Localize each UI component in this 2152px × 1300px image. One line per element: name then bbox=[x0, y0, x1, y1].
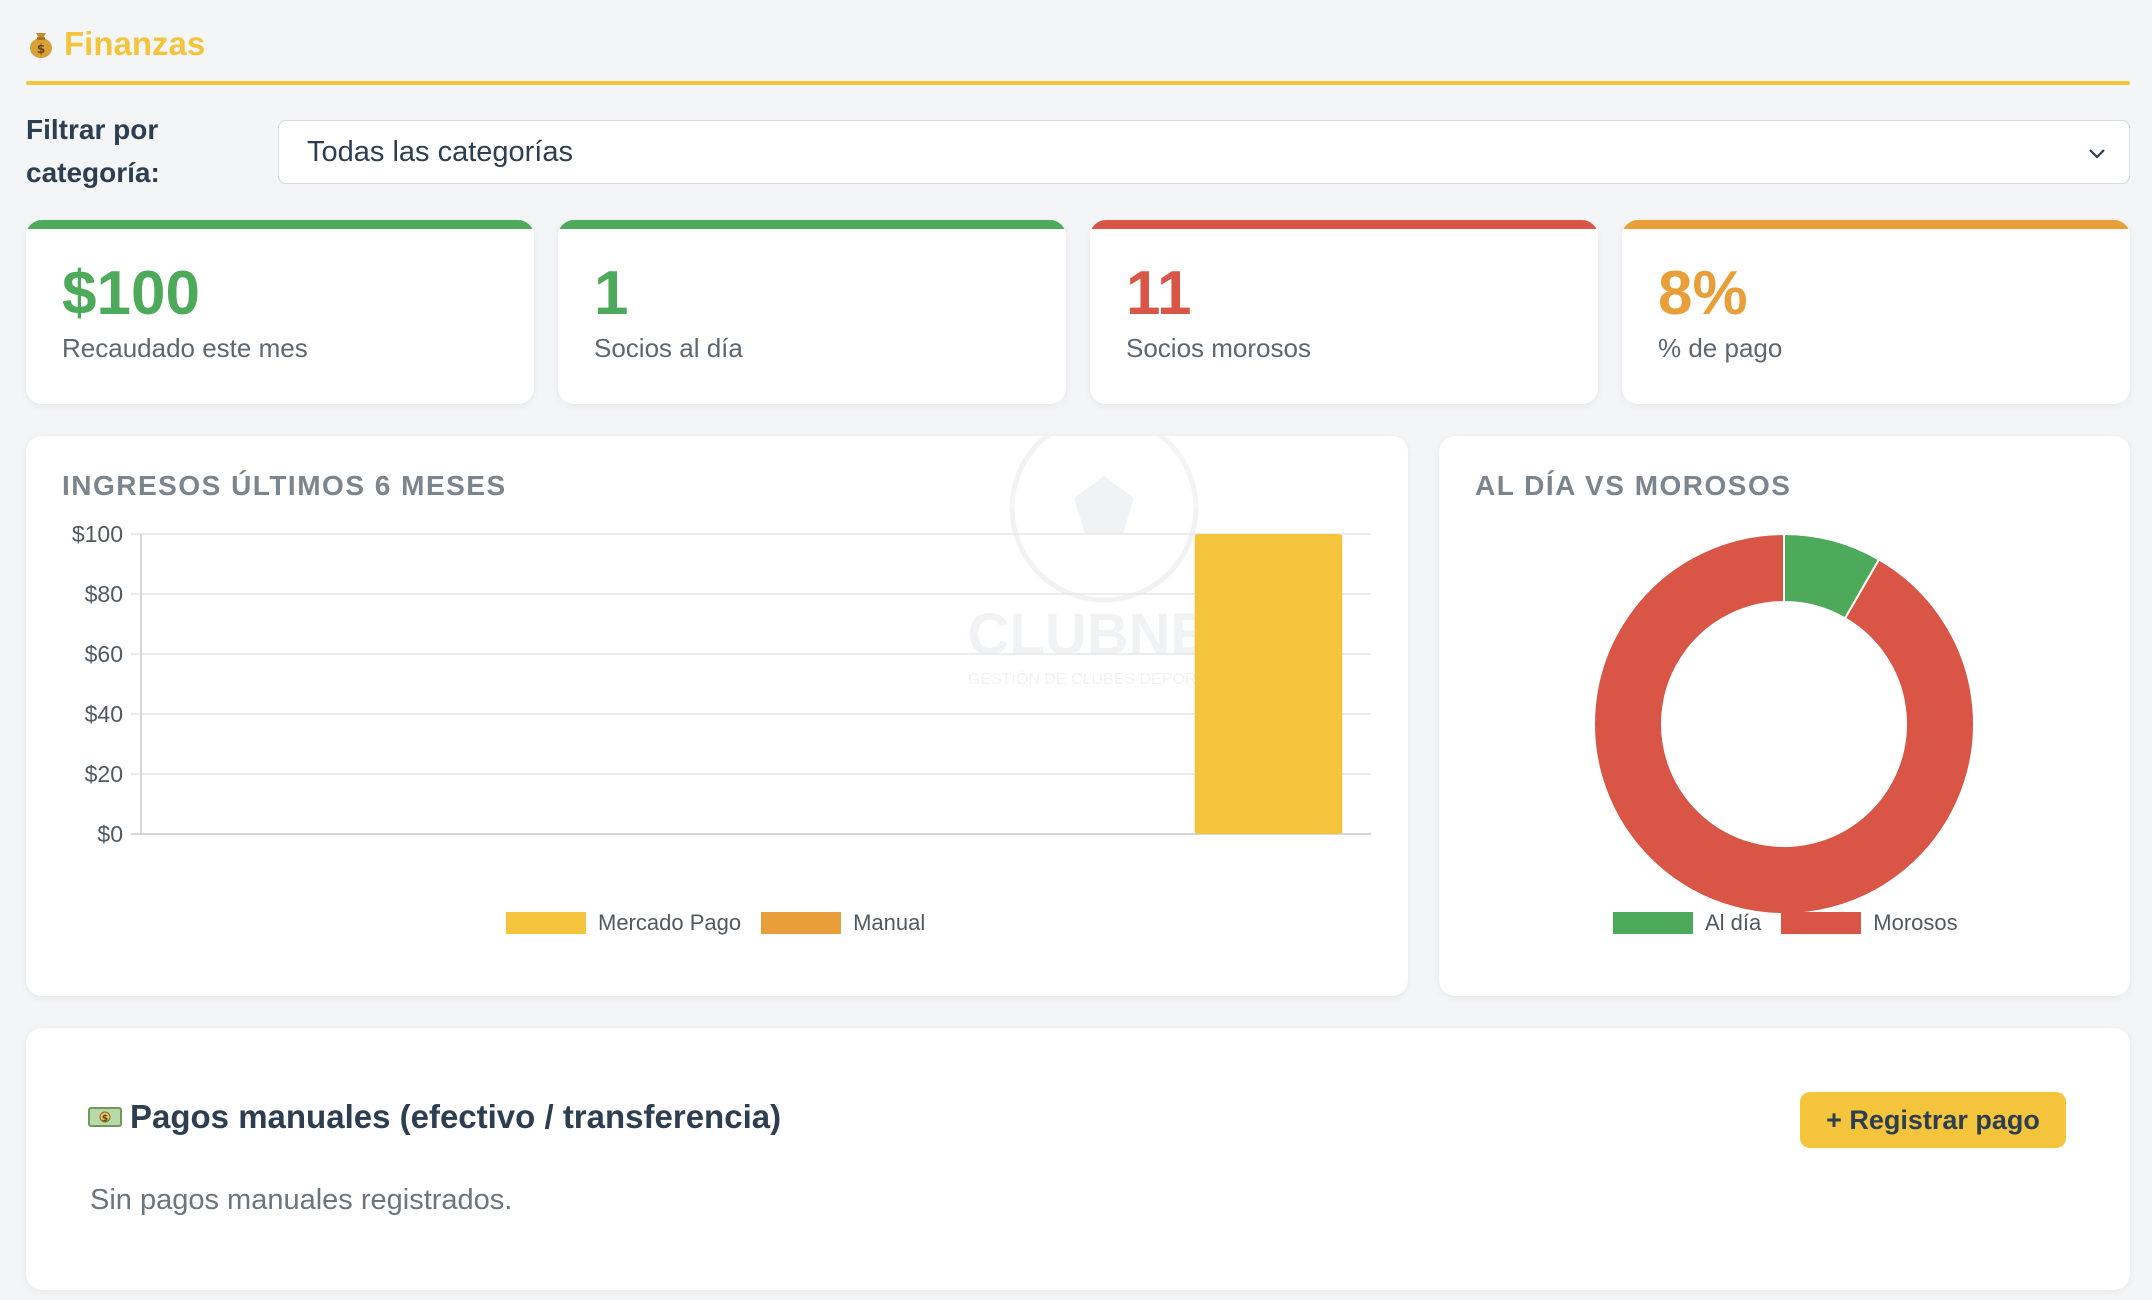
income-chart-title: INGRESOS ÚLTIMOS 6 MESES bbox=[62, 470, 507, 501]
legend-swatch bbox=[761, 912, 842, 934]
stat-label: Recaudado este mes bbox=[62, 333, 308, 363]
svg-text:$: $ bbox=[37, 42, 45, 56]
header-divider bbox=[26, 81, 2130, 85]
status-donut-chart bbox=[1593, 532, 1975, 915]
chevron-down-icon bbox=[2089, 149, 2105, 159]
stat-value: 1 bbox=[594, 259, 629, 328]
empty-payments-text: Sin pagos manuales registrados. bbox=[90, 1184, 513, 1216]
bar-mercado-pago bbox=[1194, 534, 1343, 834]
y-tick-label: $0 bbox=[97, 821, 123, 846]
y-tick-label: $60 bbox=[85, 641, 123, 667]
manual-payments-panel: $ Pagos manuales (efectivo / transferenc… bbox=[26, 1028, 2130, 1290]
stat-value: 11 bbox=[1126, 259, 1192, 328]
stat-value: $100 bbox=[62, 259, 200, 328]
legend-swatch bbox=[506, 912, 586, 934]
stat-value: 8% bbox=[1658, 259, 1748, 328]
page-header: $ Finanzas bbox=[26, 22, 205, 66]
legend-label: Morosos bbox=[1873, 910, 1958, 935]
legend-item-mercado-pago[interactable]: Mercado Pago bbox=[506, 910, 741, 936]
category-select[interactable]: Todas las categorías bbox=[278, 120, 2130, 184]
income-chart-panel: INGRESOS ÚLTIMOS 6 MESES CLUBNET GESTIÓN… bbox=[26, 436, 1408, 996]
stat-card-delinquent: 11 Socios morosos bbox=[1090, 220, 1598, 404]
legend-label: Mercado Pago bbox=[598, 910, 742, 935]
stat-card-up-to-date: 1 Socios al día bbox=[558, 220, 1066, 404]
stat-card-collected: $100 Recaudado este mes bbox=[26, 220, 534, 404]
status-chart-panel: AL DÍA VS MOROSOS Al día Morosos bbox=[1439, 436, 2130, 996]
stat-accent-bar bbox=[26, 220, 534, 229]
legend-item-morosos[interactable]: Morosos bbox=[1781, 910, 1958, 936]
register-payment-button[interactable]: + Registrar pago bbox=[1800, 1092, 2066, 1148]
legend-swatch bbox=[1613, 912, 1693, 934]
banknote-icon: $ bbox=[88, 1107, 122, 1127]
filter-label: Filtrar por categoría: bbox=[26, 114, 160, 188]
money-bag-icon: $ bbox=[30, 33, 52, 58]
income-bar-chart: $0$20$40$60$80$100Ene 2026Feb 2026Mar 20… bbox=[72, 526, 1371, 846]
y-tick-label: $80 bbox=[85, 581, 123, 607]
category-select-value: Todas las categorías bbox=[307, 135, 573, 168]
stat-accent-bar bbox=[1090, 220, 1598, 229]
y-tick-label: $20 bbox=[85, 761, 123, 787]
watermark-tagline: GESTIÓN DE CLUBES DEPORTIVOS bbox=[968, 669, 1244, 688]
legend-label: Al día bbox=[1705, 910, 1762, 935]
manual-payments-title: Pagos manuales (efectivo / transferencia… bbox=[130, 1098, 782, 1135]
y-tick-label: $40 bbox=[85, 701, 123, 727]
legend-swatch bbox=[1781, 912, 1862, 934]
stat-label: Socios morosos bbox=[1126, 333, 1311, 363]
page-title: Finanzas bbox=[64, 25, 206, 62]
svg-text:$: $ bbox=[102, 1114, 108, 1124]
stat-label: % de pago bbox=[1658, 333, 1783, 363]
stat-label: Socios al día bbox=[594, 333, 743, 363]
manual-payments-header: $ Pagos manuales (efectivo / transferenc… bbox=[88, 1098, 781, 1136]
status-chart-legend: Al día Morosos bbox=[1613, 910, 1978, 936]
status-chart-title: AL DÍA VS MOROSOS bbox=[1475, 470, 1792, 501]
legend-label: Manual bbox=[853, 910, 926, 935]
legend-item-al-dia[interactable]: Al día bbox=[1613, 910, 1761, 936]
stat-card-payment-rate: 8% % de pago bbox=[1622, 220, 2130, 404]
income-chart-legend: Mercado Pago Manual bbox=[506, 910, 945, 936]
legend-item-manual[interactable]: Manual bbox=[761, 910, 925, 936]
stat-accent-bar bbox=[1622, 220, 2130, 229]
donut-slice-morosos bbox=[1593, 532, 1975, 915]
stat-accent-bar bbox=[558, 220, 1066, 229]
y-tick-label: $100 bbox=[72, 526, 123, 547]
